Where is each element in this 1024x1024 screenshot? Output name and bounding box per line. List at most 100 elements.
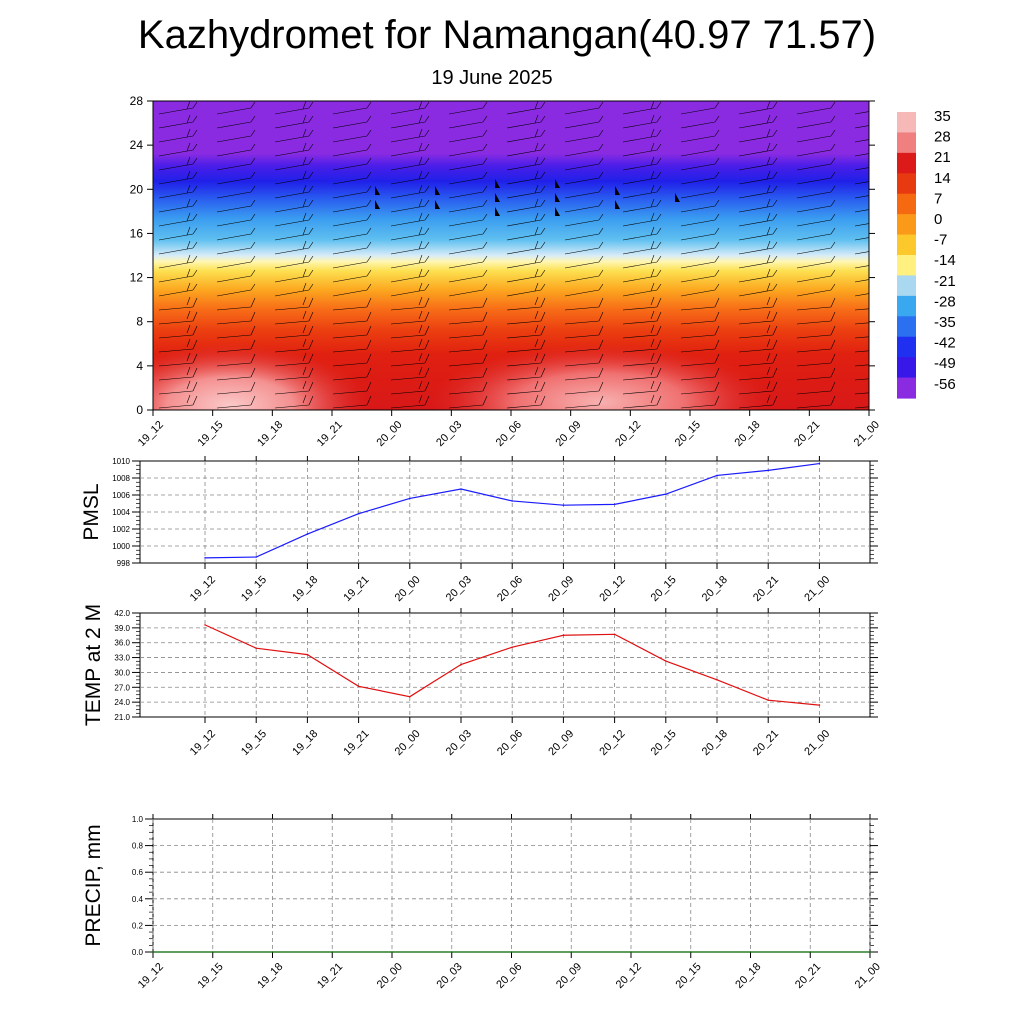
precip-x-tick-label: 20_18 (733, 961, 763, 991)
colorbar-swatch (897, 336, 916, 358)
wind-barb (158, 254, 198, 269)
wind-barb (216, 241, 256, 255)
precip-x-tick-label: 19_18 (255, 961, 285, 991)
colorbar-swatch (897, 112, 916, 134)
wind-barb (854, 111, 869, 115)
wind-barb (216, 101, 256, 115)
pmsl-y-axis-label: PMSL (80, 483, 103, 540)
wind-barb (274, 114, 314, 129)
colorbar-label: -28 (934, 293, 956, 310)
temp-2m-point (460, 663, 462, 666)
wind-barb (796, 227, 836, 241)
wind-barb (216, 115, 256, 129)
wind-barb (448, 353, 488, 367)
heatmap-x-tick-label: 20_09 (553, 419, 583, 449)
wind-barb (854, 279, 869, 283)
precip-point (570, 951, 573, 953)
wind-barb (216, 213, 256, 227)
precip-x-tick-label: 21_00 (853, 961, 883, 991)
wind-barb (564, 311, 604, 325)
temp-2m-x-tick-label: 20_15 (649, 728, 679, 758)
wind-barbs (158, 101, 869, 409)
colorbar-label: -56 (934, 376, 956, 393)
wind-barb (738, 394, 778, 409)
wind-barb (158, 226, 198, 241)
pmsl-x-tick-label: 20_09 (546, 574, 576, 604)
temp-2m-point (409, 695, 411, 698)
colorbar-swatch (897, 173, 916, 195)
temp-2m-point (562, 634, 565, 637)
pmsl-y-tick-label: 1004 (112, 508, 130, 517)
wind-barb (448, 157, 488, 171)
temp-2m-point (665, 660, 667, 662)
wind-barb (738, 156, 778, 171)
wind-barb (332, 255, 372, 269)
wind-barb (332, 283, 372, 297)
precip-point (450, 951, 453, 953)
colorbar-swatch (897, 152, 916, 174)
wind-barb (448, 115, 488, 129)
wind-barb (796, 339, 836, 353)
pmsl-point (357, 512, 360, 515)
colorbar-label: 35 (934, 108, 951, 125)
precip-point (152, 951, 154, 953)
precip-panel: 0.0 0.2 0.4 0.6 0.8 1.0 19_12 19_15 19_18 19_21 20… (82, 814, 883, 991)
wind-barb (274, 268, 314, 283)
wind-barb (448, 199, 488, 213)
colorbar-swatch (897, 132, 916, 154)
wind-barb (216, 311, 256, 325)
precip-point (331, 951, 334, 953)
wind-barb (854, 336, 869, 339)
wind-barb (390, 254, 430, 269)
wind-barb (158, 170, 198, 185)
wind-barb (506, 128, 546, 143)
wind-barb (274, 170, 314, 185)
wind-barb (622, 310, 662, 325)
pmsl-x-tick-label: 20_15 (649, 574, 679, 604)
wind-barb (448, 129, 488, 143)
colorbar-label: 0 (934, 211, 942, 228)
wind-barb (448, 367, 488, 381)
wind-barb (274, 338, 314, 353)
wind-barb (332, 297, 372, 311)
wind-flag (375, 200, 380, 209)
wind-flag (435, 200, 440, 209)
wind-barb (506, 282, 546, 297)
wind-flag (555, 179, 560, 188)
wind-barb (796, 353, 836, 367)
wind-barb (796, 241, 836, 255)
wind-barb (854, 125, 869, 129)
wind-barb (332, 395, 372, 409)
wind-barb (796, 283, 836, 297)
heatmap-x-tick-label: 19_12 (136, 419, 166, 449)
wind-barb (854, 293, 869, 297)
wind-barb (158, 366, 198, 381)
pmsl-y-tick-label: 1008 (112, 474, 130, 483)
colorbar-label: 7 (934, 190, 942, 207)
wind-barb (158, 268, 198, 283)
wind-barb (506, 114, 546, 129)
wind-barb (796, 143, 836, 157)
wind-barb (158, 394, 198, 409)
temp-2m-point (306, 653, 309, 656)
wind-barb (680, 269, 720, 283)
wind-barb (680, 311, 720, 325)
wind-barb (854, 378, 869, 381)
wind-barb (622, 240, 662, 255)
temp-2m-x-tick-label: 19_18 (290, 728, 320, 758)
wind-barb (680, 325, 720, 339)
precip-x-tick-label: 20_21 (793, 961, 823, 991)
wind-barb (854, 195, 869, 199)
wind-barb (796, 269, 836, 283)
wind-barb (622, 101, 662, 115)
pmsl-x-tick-label: 20_06 (495, 574, 525, 604)
colorbar-label: -35 (934, 314, 956, 331)
wind-barb (448, 213, 488, 227)
wind-barb (680, 115, 720, 129)
wind-barb (738, 338, 778, 353)
wind-barb (158, 324, 198, 339)
temp-2m-x-tick-label: 19_12 (188, 728, 218, 758)
wind-barb (622, 142, 662, 157)
pmsl-x-tick-label: 19_21 (341, 574, 371, 604)
wind-flag (675, 193, 680, 202)
